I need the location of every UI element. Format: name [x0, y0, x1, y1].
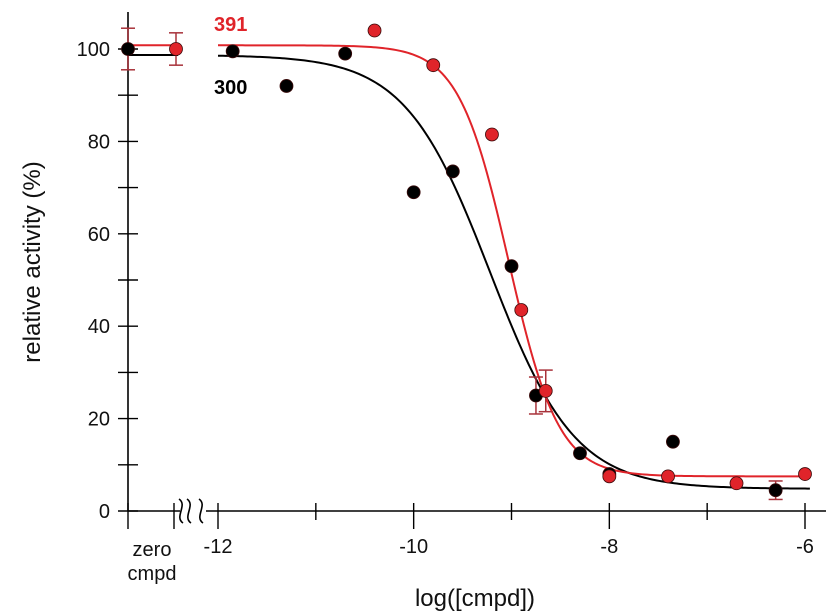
y-axis-title: relative activity (%)	[19, 161, 46, 362]
data-point-300-5	[504, 259, 519, 274]
axis-break-mark-1	[178, 498, 184, 524]
data-point-391-7	[729, 476, 744, 491]
data-point-300-10	[768, 483, 783, 498]
x-tick-label: -6	[796, 536, 814, 558]
data-points	[121, 23, 812, 501]
series-label-391: 391	[214, 14, 247, 36]
y-tick-label: 40	[88, 316, 110, 338]
data-point-391-3	[514, 303, 529, 317]
ticks: 0 20 40 60 80 100 -12 -10 -8 -6	[77, 39, 814, 558]
x-tick-label: -12	[204, 536, 233, 558]
data-point-300-1	[279, 79, 294, 93]
fit-curves	[128, 44, 810, 490]
y-tick-label: 20	[88, 409, 110, 431]
data-point-391-8	[798, 467, 812, 481]
data-point-391-1	[426, 58, 441, 73]
data-point-391-4	[538, 383, 553, 398]
data-point-391-0	[367, 23, 382, 38]
data-point-300-4	[445, 164, 460, 179]
data-point-300-2	[338, 46, 353, 61]
zero-cmpd-point-300	[121, 42, 135, 56]
data-point-300-7	[573, 446, 587, 461]
axis-break-mark-2	[186, 498, 192, 524]
x-tick-label: -10	[399, 536, 428, 558]
data-point-300-0	[225, 44, 240, 59]
x-tick-label: -8	[600, 536, 618, 558]
data-point-300-3	[406, 185, 421, 200]
zero-cmpd-label-line2: cmpd	[128, 563, 177, 585]
y-tick-label: 60	[88, 224, 110, 246]
y-tick-label: 0	[99, 501, 110, 523]
axis-break-mark-3	[198, 498, 204, 524]
y-tick-label: 80	[88, 131, 110, 153]
data-point-391-2	[485, 127, 499, 142]
y-tick-label: 100	[77, 39, 110, 61]
series-label-300: 300	[214, 77, 247, 99]
data-point-300-9	[666, 434, 680, 449]
data-point-391-5	[602, 469, 617, 484]
fit-curve-300	[217, 54, 810, 490]
zero-cmpd-point-391	[169, 42, 183, 56]
zero-cmpd-label-line1: zero	[133, 539, 172, 561]
fit-curve-391	[218, 44, 810, 478]
data-point-391-6	[661, 469, 675, 484]
x-axis-title: log([cmpd])	[415, 585, 535, 612]
